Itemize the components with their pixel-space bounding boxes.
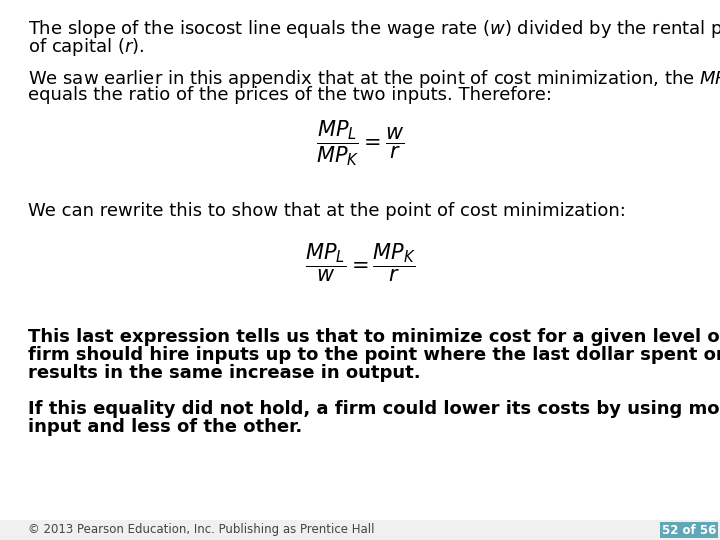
Bar (660, 522, 718, 538)
Text: We saw earlier in this appendix that at the point of cost minimization, the $\it: We saw earlier in this appendix that at … (28, 68, 720, 90)
Text: $\dfrac{\mathit{MP}_L}{\mathit{MP}_K} = \dfrac{w}{r}$: $\dfrac{\mathit{MP}_L}{\mathit{MP}_K} = … (316, 118, 404, 168)
Text: This last expression tells us that to minimize cost for a given level of output,: This last expression tells us that to mi… (28, 328, 720, 346)
Text: If this equality did not hold, a firm could lower its costs by using more of one: If this equality did not hold, a firm co… (28, 400, 720, 418)
Text: firm should hire inputs up to the point where the last dollar spent on each inpu: firm should hire inputs up to the point … (28, 346, 720, 364)
Text: of capital ($\it{r}$).: of capital ($\it{r}$). (28, 36, 145, 58)
Text: input and less of the other.: input and less of the other. (28, 418, 302, 436)
Text: © 2013 Pearson Education, Inc. Publishing as Prentice Hall: © 2013 Pearson Education, Inc. Publishin… (28, 523, 374, 537)
Bar (0, 520, 720, 540)
Text: The slope of the isocost line equals the wage rate ($\it{w}$) divided by the ren: The slope of the isocost line equals the… (28, 18, 720, 40)
Text: equals the ratio of the prices of the two inputs. Therefore:: equals the ratio of the prices of the tw… (28, 86, 552, 104)
Text: $\dfrac{\mathit{MP}_L}{w} = \dfrac{\mathit{MP}_K}{r}$: $\dfrac{\mathit{MP}_L}{w} = \dfrac{\math… (305, 242, 415, 284)
Text: We can rewrite this to show that at the point of cost minimization:: We can rewrite this to show that at the … (28, 202, 626, 220)
Text: 52 of 56: 52 of 56 (662, 523, 716, 537)
Text: results in the same increase in output.: results in the same increase in output. (28, 364, 420, 382)
